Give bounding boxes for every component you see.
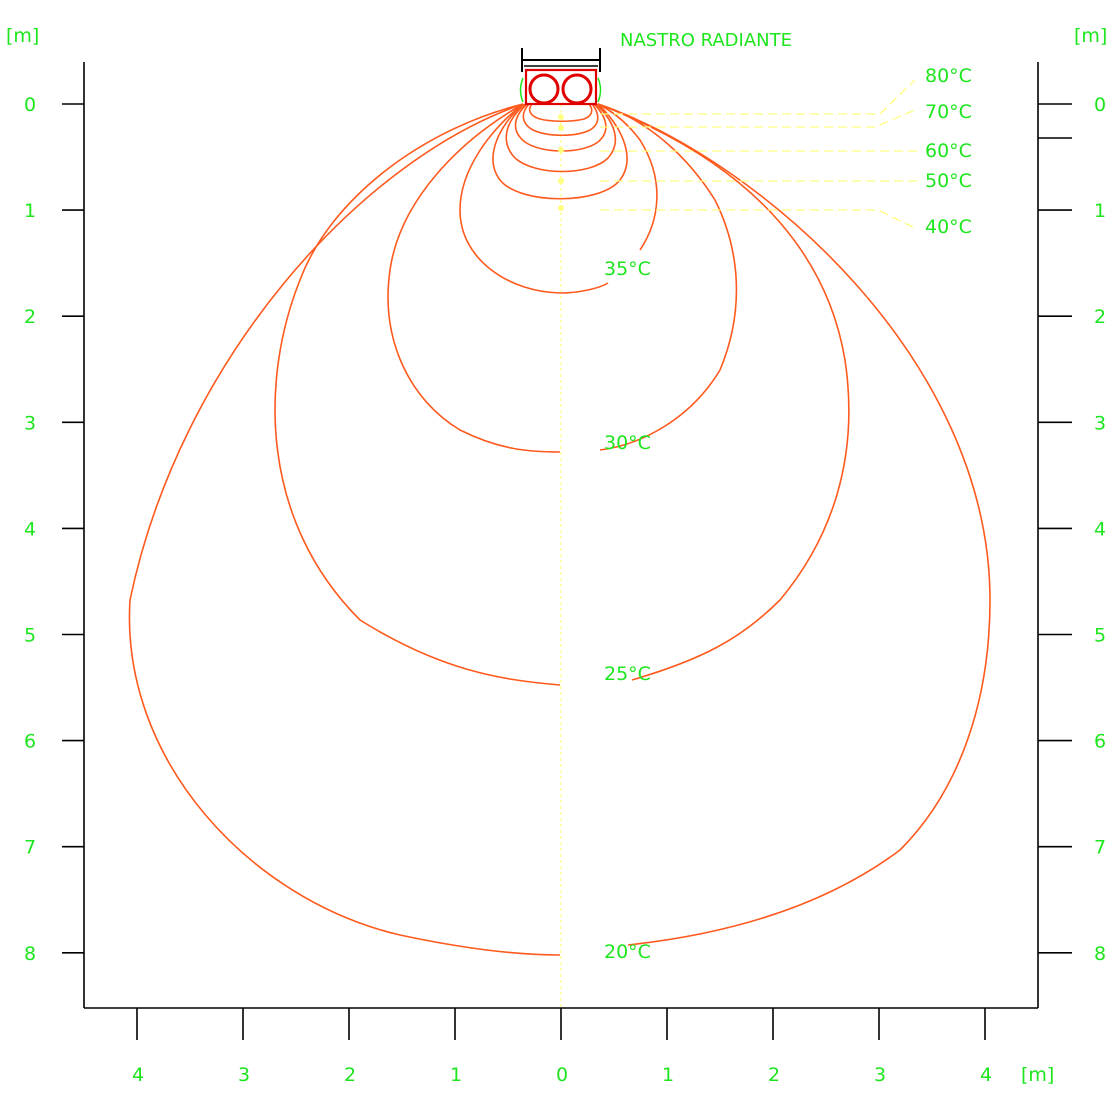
right-tick-label: 5 — [1094, 625, 1106, 647]
isotherm-label-20c: 20°C — [604, 941, 651, 963]
leader-80c — [600, 79, 916, 115]
isotherm-20c-curve — [128, 103, 991, 956]
left-tick-label: 2 — [24, 306, 36, 328]
left-tick-label: 6 — [24, 731, 36, 753]
isotherm-50c-curve — [505, 103, 617, 173]
source-label-60c: 60°C — [925, 140, 972, 162]
left-tick-label: 4 — [24, 518, 36, 540]
isotherm-25c-curve — [274, 103, 850, 686]
left-tick-label: 8 — [24, 943, 36, 965]
right-unit-label: [m] — [1074, 25, 1107, 47]
radiant-strip-heater — [519, 48, 602, 106]
bottom-tick-label: 3 — [874, 1064, 886, 1086]
left-tick-label: 5 — [24, 625, 36, 647]
source-label-80c: 80°C — [925, 65, 972, 87]
source-label-40c: 40°C — [925, 216, 972, 238]
right-axis-ticks: 0 1 2 3 4 5 6 7 8 — [1038, 94, 1106, 965]
bottom-axis-ticks: 4 3 2 1 0 1 2 3 4 — [132, 1008, 992, 1086]
leader-40c — [600, 209, 916, 229]
left-tick-label: 7 — [24, 837, 36, 859]
left-unit-label: [m] — [6, 25, 39, 47]
bottom-tick-label: 3 — [238, 1064, 250, 1086]
isotherm-80c-curve — [528, 103, 593, 123]
isotherm-label-30c: 30°C — [604, 432, 651, 454]
left-axis-ticks: 0 1 2 3 4 5 6 7 8 — [24, 94, 84, 965]
right-tick-label: 0 — [1094, 94, 1106, 116]
bottom-tick-label: 1 — [450, 1064, 462, 1086]
isotherm-35c-curve — [459, 103, 658, 294]
right-tick-label: 2 — [1094, 306, 1106, 328]
bottom-unit-label: [m] — [1021, 1064, 1054, 1086]
left-tick-label: 3 — [24, 412, 36, 434]
leader-70c — [600, 109, 916, 128]
isotherm-40c-curve — [492, 103, 628, 200]
source-label-70c: 70°C — [925, 101, 972, 123]
left-tick-label: 1 — [24, 200, 36, 222]
right-tick-label: 6 — [1094, 731, 1106, 753]
source-label-50c: 50°C — [925, 170, 972, 192]
left-tick-label: 0 — [24, 94, 36, 116]
bottom-tick-label: 1 — [662, 1064, 674, 1086]
diagram-title: NASTRO RADIANTE — [620, 30, 792, 51]
right-tick-label: 8 — [1094, 943, 1106, 965]
isotherm-label-35c: 35°C — [604, 258, 651, 280]
bottom-tick-label: 4 — [980, 1064, 992, 1086]
bottom-tick-label: 0 — [556, 1064, 568, 1086]
bottom-tick-label: 2 — [344, 1064, 356, 1086]
isotherm-70c-curve — [522, 103, 599, 137]
bottom-tick-label: 2 — [768, 1064, 780, 1086]
bottom-tick-label: 4 — [132, 1064, 144, 1086]
right-tick-label: 1 — [1094, 200, 1106, 222]
isotherm-label-25c: 25°C — [604, 663, 651, 685]
right-tick-label: 3 — [1094, 412, 1106, 434]
right-tick-label: 4 — [1094, 518, 1106, 540]
right-tick-label: 7 — [1094, 837, 1106, 859]
isotherm-30c-curve — [387, 103, 738, 453]
center-dots — [558, 114, 564, 211]
